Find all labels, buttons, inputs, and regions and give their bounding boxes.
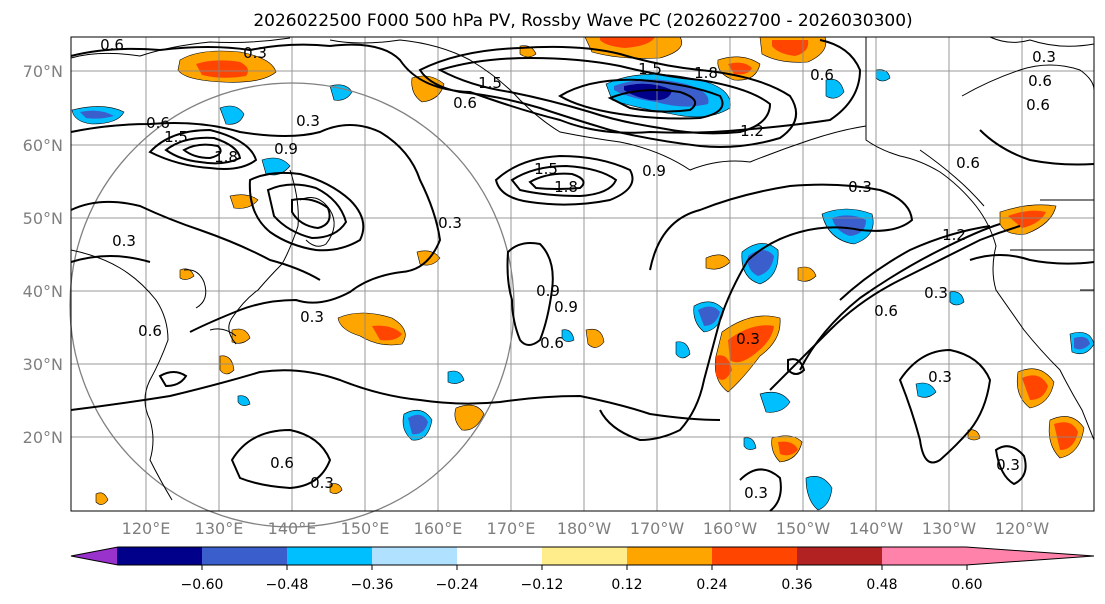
latitude-labels: 70°N 60°N 50°N 40°N 30°N 20°N	[23, 62, 63, 447]
colorbar-segment	[202, 547, 288, 565]
lon-label: 170°W	[630, 519, 685, 538]
lat-label: 40°N	[23, 282, 63, 301]
lon-label: 180°W	[557, 519, 612, 538]
colorbar-segment	[966, 547, 1094, 565]
colorbar-tick-label: 0.24	[696, 577, 727, 593]
colorbar-segment	[542, 547, 628, 565]
contour-label: 0.3	[1032, 48, 1056, 66]
colorbar-tick-label: −0.24	[436, 577, 479, 593]
colorbar-segment	[287, 547, 373, 565]
map-panel: 0.6 0.3 1.5 0.6 0.6 1.5 1.8 0.6 1.2 0.6 …	[69, 36, 1095, 528]
longitude-labels: 120°E 130°E 140°E 150°E 160°E 170°E 180°…	[122, 519, 1050, 538]
contour-label: 0.6	[1028, 72, 1052, 90]
contour-label: 0.3	[848, 178, 872, 196]
contour-label: 0.3	[736, 330, 760, 348]
contour-label: 0.9	[274, 140, 298, 158]
lon-label: 150°W	[776, 519, 831, 538]
contour-label: 0.9	[536, 282, 560, 300]
lon-label: 130°W	[922, 519, 977, 538]
contour-label: 0.3	[300, 308, 324, 326]
contour-label: 0.6	[453, 94, 477, 112]
pv-contours	[70, 39, 1095, 512]
negative-anomaly-patches	[71, 69, 1095, 511]
contour-label: 0.6	[810, 66, 834, 84]
lat-label: 30°N	[23, 355, 63, 374]
contour-label: 1.8	[554, 178, 578, 196]
contour-label: 0.3	[112, 232, 136, 250]
contour-label: 1.8	[214, 148, 238, 166]
colorbar-tick-label: −0.36	[351, 577, 394, 593]
contour-label: 1.5	[534, 160, 558, 178]
lat-label: 60°N	[23, 136, 63, 155]
contour-label: 1.8	[694, 64, 718, 82]
colorbar-tick-label: −0.60	[181, 577, 224, 593]
contour-label: 0.3	[296, 112, 320, 130]
contour-label: 1.5	[638, 60, 662, 78]
contour-label: 0.6	[874, 302, 898, 320]
contour-label: 0.6	[270, 454, 294, 472]
contour-label: 0.9	[554, 298, 578, 316]
lon-label: 140°W	[849, 519, 904, 538]
colorbar-tick-label: 0.12	[611, 577, 642, 593]
colorbar-segment	[882, 547, 967, 565]
colorbar-tick-label: 0.36	[781, 577, 812, 593]
lon-label: 120°E	[122, 519, 171, 538]
lon-label: 140°E	[268, 519, 317, 538]
lat-label: 20°N	[23, 428, 63, 447]
lat-label: 50°N	[23, 209, 63, 228]
colorbar-tick-label: 0.48	[866, 577, 897, 593]
contour-label: 1.5	[164, 128, 188, 146]
lon-label: 120°W	[995, 519, 1050, 538]
contour-label: 0.6	[146, 114, 170, 132]
map-title: 2026022500 F000 500 hPa PV, Rossby Wave …	[253, 11, 912, 31]
contour-label: 0.6	[1026, 96, 1050, 114]
lon-label: 170°E	[487, 519, 536, 538]
colorbar-tick-label: 0.60	[951, 577, 982, 593]
coastlines	[70, 36, 1095, 501]
region-circle	[69, 82, 515, 528]
lon-label: 150°E	[341, 519, 390, 538]
lon-label: 160°W	[703, 519, 758, 538]
contour-label: 0.3	[438, 214, 462, 232]
lon-label: 160°E	[414, 519, 463, 538]
colorbar-segment	[372, 547, 458, 565]
contour-label: 1.5	[478, 74, 502, 92]
contour-label: 0.3	[928, 368, 952, 386]
contour-label: 0.6	[540, 334, 564, 352]
colorbar-segment	[712, 547, 798, 565]
lon-label: 130°E	[195, 519, 244, 538]
colorbar-segment	[627, 547, 713, 565]
contour-label: 0.6	[956, 154, 980, 172]
contour-label: 1.2	[740, 122, 764, 140]
contour-label: 0.3	[996, 456, 1020, 474]
colorbar-segment	[71, 547, 118, 565]
graticule	[71, 37, 1094, 511]
colorbar-tick-label: −0.12	[521, 577, 564, 593]
colorbar-segment	[117, 547, 203, 565]
colorbar-segment	[457, 547, 543, 565]
colorbar: −0.60 −0.48 −0.36 −0.24 −0.12 0.12 0.24 …	[70, 546, 1095, 593]
contour-label: 0.3	[924, 284, 948, 302]
contour-label: 0.6	[100, 36, 124, 54]
colorbar-segment	[797, 547, 883, 565]
lat-label: 70°N	[23, 62, 63, 81]
contour-labels: 0.6 0.3 1.5 0.6 0.6 1.5 1.8 0.6 1.2 0.6 …	[100, 36, 1056, 502]
contour-label: 1.2	[942, 226, 966, 244]
colorbar-tick-label: −0.48	[266, 577, 309, 593]
positive-anomaly-patches	[95, 36, 1085, 505]
contour-label: 0.3	[744, 484, 768, 502]
contour-label: 0.9	[642, 162, 666, 180]
contour-label: 0.6	[138, 322, 162, 340]
contour-label: 0.3	[310, 474, 334, 492]
contour-label: 0.3	[243, 44, 267, 62]
